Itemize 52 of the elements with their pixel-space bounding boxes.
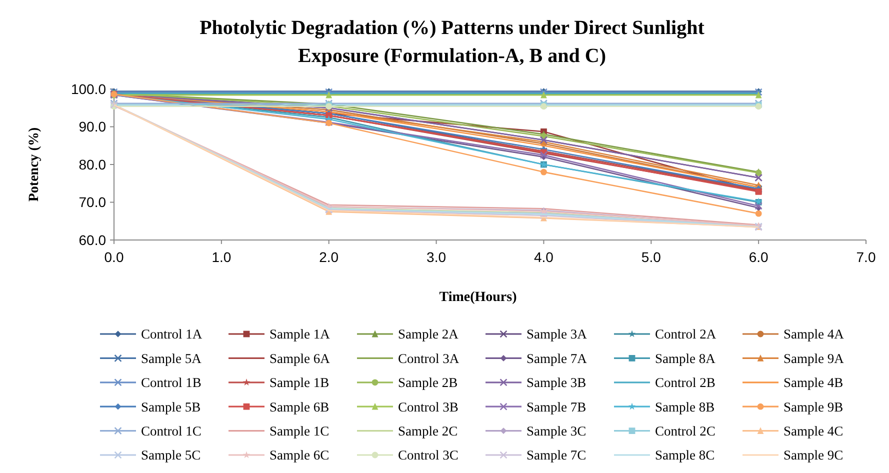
y-tick-label: 100.0 [70, 80, 106, 97]
legend-label: Sample 5A [141, 350, 202, 366]
y-tick-label: 80.0 [78, 156, 106, 172]
legend-label: Sample 7A [526, 350, 588, 366]
legend-label: Sample 9C [784, 448, 844, 463]
legend-label: Sample 5C [141, 448, 201, 463]
legend-label: Sample 1C [270, 424, 330, 439]
legend-label: Control 2B [655, 375, 716, 390]
legend-label: Control 3A [398, 350, 460, 366]
legend-label: Control 1C [141, 424, 202, 439]
legend-label: Sample 9A [784, 350, 844, 366]
y-tick-label: 90.0 [78, 118, 106, 135]
y-axis-title: Potency (%) [27, 127, 42, 202]
legend-label: Sample 2C [398, 424, 458, 439]
legend-label: Control 3C [398, 448, 458, 463]
legend-label: Sample 3C [526, 424, 586, 439]
x-tick-label: 2.0 [319, 249, 339, 265]
x-tick-label: 3.0 [426, 249, 446, 265]
legend-label: Control 2A [655, 326, 716, 342]
legend-label: Sample 8B [655, 399, 715, 414]
y-tick-label: 70.0 [78, 194, 106, 210]
y-tick-label: 60.0 [78, 232, 106, 248]
legend-label: Sample 3A [526, 326, 588, 342]
legend-label: Sample 1B [270, 375, 330, 390]
legend-label: Sample 4A [784, 326, 844, 342]
legend-label: Sample 4B [784, 375, 844, 390]
legend-label: Control 2C [655, 424, 716, 439]
legend-label: Sample 6A [270, 350, 330, 366]
legend-label: Sample 7B [526, 399, 586, 414]
x-axis-title: Time(Hours) [439, 290, 518, 305]
legend-label: Control 1B [141, 375, 202, 390]
legend-label: Control 3B [398, 399, 458, 414]
x-tick-label: 0.0 [104, 249, 124, 265]
x-tick-label: 7.0 [856, 249, 876, 265]
legend-label: Sample 9B [784, 399, 844, 414]
legend-label: Sample 5B [141, 399, 201, 414]
legend-label: Sample 2A [398, 326, 459, 342]
x-tick-label: 5.0 [641, 249, 662, 265]
legend-label: Sample 1A [270, 326, 330, 342]
legend-label: Sample 6C [270, 448, 330, 463]
x-tick-label: 4.0 [534, 249, 554, 265]
legend-label: Sample 4C [784, 424, 844, 439]
legend-label: Sample 8C [655, 448, 715, 463]
legend-label: Sample 6B [270, 399, 330, 414]
chart-title: Photolytic Degradation (%) Patterns under Direct Sunlight Exposure (Formulation-A, B and C) [200, 17, 705, 67]
legend-label: Sample 2B [398, 375, 458, 390]
legend-label: Control 1A [141, 326, 202, 342]
legend-label: Sample 3B [526, 375, 586, 390]
legend-label: Sample 7C [526, 448, 586, 463]
x-tick-label: 1.0 [212, 249, 232, 265]
legend-label: Sample 8A [655, 350, 716, 366]
x-tick-label: 6.0 [748, 249, 769, 265]
